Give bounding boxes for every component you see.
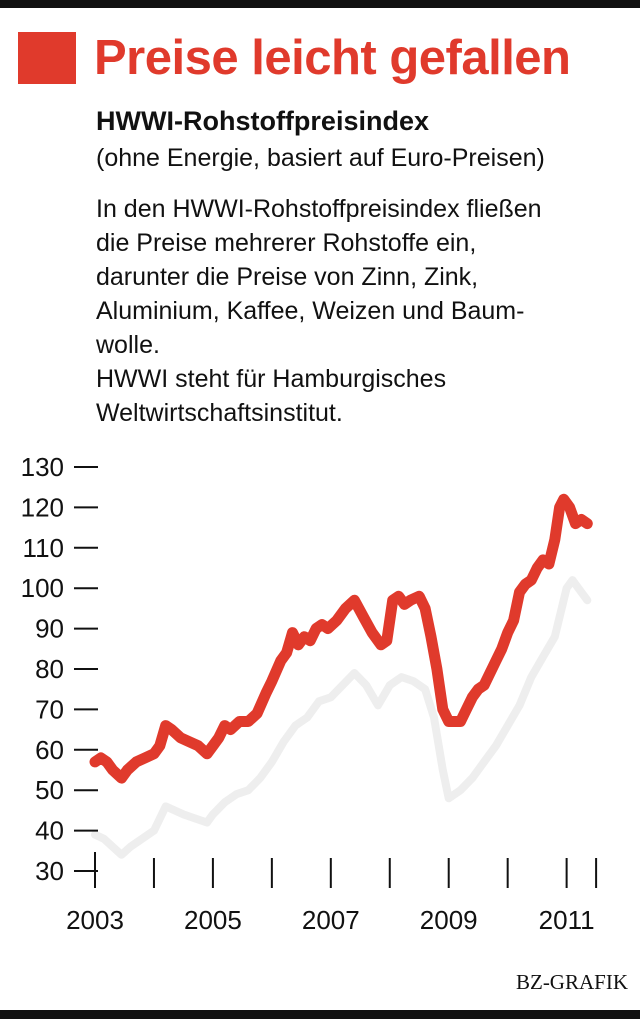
y-tick-label: 80 (35, 654, 64, 684)
line-chart: 30 40 50 60 70 80 90 100 110 120 130 2003 2005 2007 20… (21, 452, 598, 935)
description-line: wolle. (96, 331, 160, 359)
y-tick-label: 130 (21, 452, 64, 482)
x-tick-label: 2005 (184, 905, 242, 935)
description-line: darunter die Preise von Zinn, Zink, (96, 263, 479, 291)
top-rule (0, 0, 640, 8)
chart-title: Preise leicht gefallen (94, 31, 571, 85)
y-tick-label: 60 (35, 735, 64, 765)
x-tick-label: 2009 (420, 905, 478, 935)
source-credit: BZ-GRAFIK (515, 970, 628, 994)
title-row: Preise leicht gefallen (18, 28, 571, 88)
chart-note: (ohne Energie, basiert auf Euro-Preisen) (96, 144, 545, 172)
description-line: HWWI steht für Hamburgisches (96, 365, 447, 393)
y-tick-label: 70 (35, 694, 64, 724)
series-line (89, 493, 593, 784)
y-tick-label: 110 (23, 533, 64, 563)
y-tick-label: 90 (35, 614, 64, 644)
y-tick-label: 40 (35, 816, 64, 846)
description-line: In den HWWI-Rohstoffpreisindex fließen (96, 195, 542, 223)
description: In den HWWI-Rohstoffpreisindex fließen d… (96, 192, 636, 430)
x-tick-label: 2007 (302, 905, 360, 935)
y-tick-label: 30 (35, 856, 64, 886)
description-line: Aluminium, Kaffee, Weizen und Baum- (96, 297, 525, 325)
chart-subtitle: HWWI-Rohstoffpreisindex (96, 106, 429, 136)
series-line (91, 576, 592, 859)
x-tick-label: 2011 (539, 905, 595, 935)
description-line: die Preise mehrerer Rohstoffe ein, (96, 229, 477, 257)
x-tick-label: 2003 (66, 905, 124, 935)
title-marker-square (18, 32, 76, 84)
description-line: Weltwirtschaftsinstitut. (96, 399, 343, 427)
y-tick-label: 100 (21, 573, 64, 603)
bottom-rule (0, 1010, 640, 1019)
y-tick-label: 50 (35, 775, 64, 805)
y-tick-label: 120 (21, 492, 64, 522)
